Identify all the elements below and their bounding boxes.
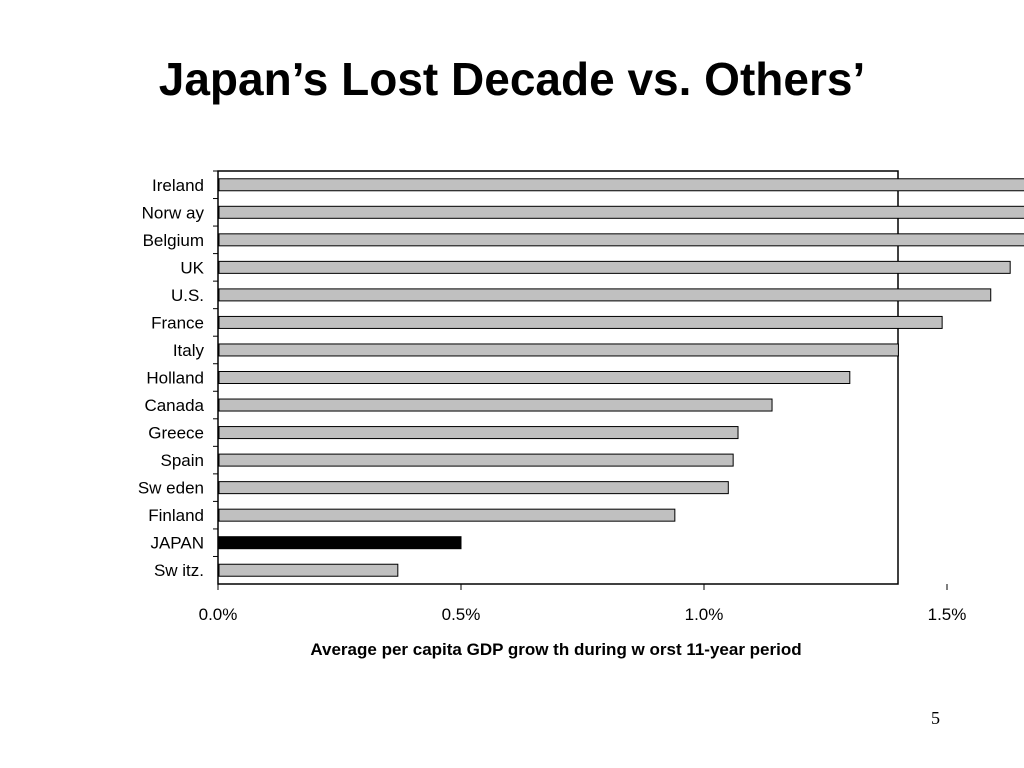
category-label-u-s: U.S. bbox=[171, 286, 204, 305]
category-label-japan: JAPAN bbox=[150, 534, 204, 553]
category-label-sw-itz: Sw itz. bbox=[154, 561, 204, 580]
category-label-belgium: Belgium bbox=[143, 231, 204, 250]
x-axis-label: Average per capita GDP grow th during w … bbox=[310, 640, 801, 659]
bar-ireland bbox=[218, 178, 1024, 192]
category-label-sw-eden: Sw eden bbox=[138, 479, 204, 498]
category-label-greece: Greece bbox=[148, 424, 204, 443]
category-label-france: France bbox=[151, 313, 204, 332]
bar-norw-ay bbox=[218, 205, 1024, 219]
bar-sw-eden bbox=[218, 481, 729, 495]
bar-italy bbox=[218, 343, 899, 357]
bar-japan bbox=[218, 536, 462, 550]
category-label-norw-ay: Norw ay bbox=[142, 203, 205, 222]
x-tick-label: 1.0% bbox=[685, 605, 724, 624]
x-tick-label: 0.0% bbox=[199, 605, 238, 624]
bars-group bbox=[218, 178, 1024, 577]
category-labels-group: Ireland Norw ay Belgium UK U.S. France Italy Ho… bbox=[138, 176, 205, 580]
plot-frame bbox=[217, 170, 899, 585]
bar-sw-itz bbox=[218, 563, 399, 577]
category-label-uk: UK bbox=[180, 258, 204, 277]
bar-spain bbox=[218, 453, 734, 467]
category-label-italy: Italy bbox=[173, 341, 205, 360]
bar-belgium bbox=[218, 233, 1024, 247]
bar-france bbox=[218, 315, 943, 329]
page-number: 5 bbox=[931, 708, 940, 728]
bar-canada bbox=[218, 398, 773, 412]
category-label-holland: Holland bbox=[146, 369, 204, 388]
x-ticks-group: 0.0%0.5%1.0%1.5%2.0%2.5% bbox=[199, 170, 967, 624]
category-label-finland: Finland bbox=[148, 506, 204, 525]
bar-uk bbox=[218, 260, 1011, 274]
bar-finland bbox=[218, 508, 676, 522]
bar-greece bbox=[218, 426, 739, 440]
bar-u-s bbox=[218, 288, 992, 302]
category-label-canada: Canada bbox=[144, 396, 204, 415]
x-tick-label: 1.5% bbox=[928, 605, 967, 624]
category-label-spain: Spain bbox=[161, 451, 204, 470]
x-tick-label: 0.5% bbox=[442, 605, 481, 624]
category-label-ireland: Ireland bbox=[152, 176, 204, 195]
slide-title: Japan’s Lost Decade vs. Others’ bbox=[158, 53, 866, 105]
bar-holland bbox=[218, 371, 851, 384]
